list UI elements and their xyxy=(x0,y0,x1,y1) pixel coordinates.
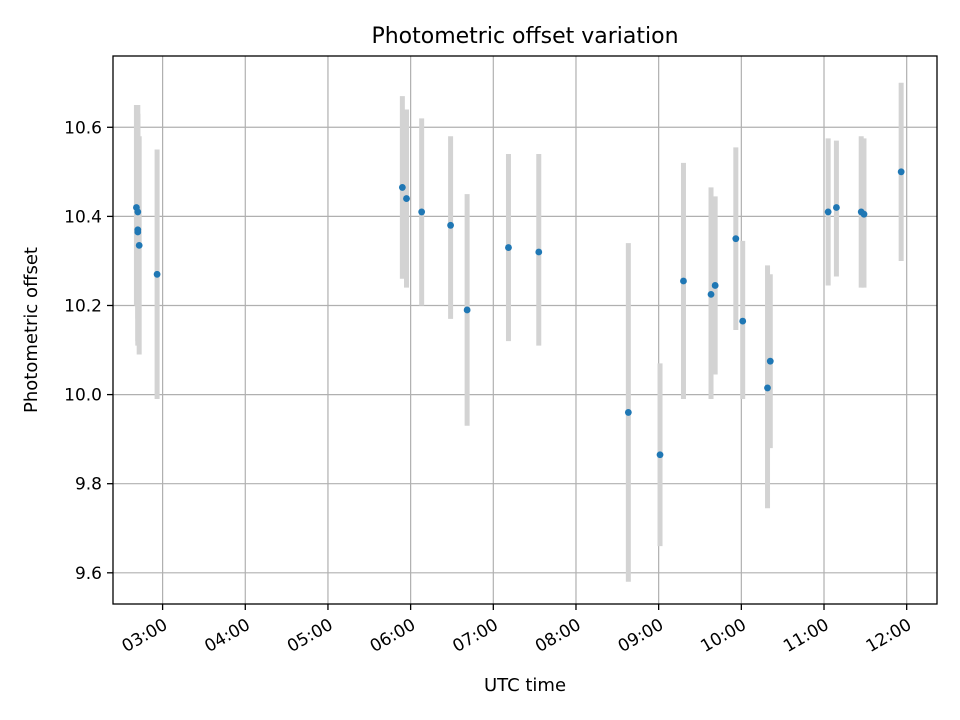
data-point xyxy=(463,306,471,314)
data-point xyxy=(398,184,406,191)
y-tick-label: 9.6 xyxy=(75,564,102,584)
chart-title: Photometric offset variation xyxy=(371,24,678,49)
data-point xyxy=(707,290,715,298)
x-tick-label: 09:00 xyxy=(615,615,667,657)
data-point xyxy=(764,384,771,392)
y-tick-label: 10.6 xyxy=(64,118,102,138)
data-point xyxy=(711,282,719,289)
grid-layer xyxy=(113,56,937,604)
x-tick-label: 03:00 xyxy=(119,615,171,657)
y-tick-label: 10.2 xyxy=(64,296,102,316)
data-point xyxy=(680,277,687,285)
data-point xyxy=(403,195,410,202)
data-point xyxy=(134,208,142,216)
data-point xyxy=(897,168,905,176)
x-axis-label: UTC time xyxy=(484,675,566,696)
data-point xyxy=(732,235,740,243)
data-point xyxy=(134,228,142,236)
x-tick-label: 04:00 xyxy=(201,615,253,657)
axis-tick-layer: 03:00 04:00 05:00 06:00 07:00 08:00 09:00 10:00… xyxy=(64,118,915,657)
data-point xyxy=(418,208,426,216)
y-tick-label: 10.4 xyxy=(64,207,102,227)
data-point-layer xyxy=(133,168,905,459)
data-point xyxy=(624,409,632,416)
x-tick-label: 10:00 xyxy=(697,615,749,657)
data-point xyxy=(153,270,161,278)
error-bar-layer xyxy=(133,82,904,582)
y-tick-label: 10.0 xyxy=(64,386,102,406)
x-tick-label: 12:00 xyxy=(863,615,915,657)
data-point xyxy=(824,208,832,216)
data-point xyxy=(766,357,774,365)
y-axis-label: Photometric offset xyxy=(21,247,42,413)
data-point xyxy=(447,221,454,229)
data-point xyxy=(535,248,543,256)
x-tick-label: 08:00 xyxy=(532,615,584,657)
x-tick-label: 11:00 xyxy=(780,615,832,657)
data-point xyxy=(739,317,747,325)
plot-area-frame xyxy=(112,55,938,605)
y-tick-label: 9.8 xyxy=(75,475,102,495)
data-point xyxy=(860,210,868,218)
data-point xyxy=(833,204,840,211)
data-point xyxy=(505,244,512,251)
x-tick-label: 05:00 xyxy=(284,615,336,657)
x-tick-label: 06:00 xyxy=(367,615,419,657)
data-point xyxy=(656,451,664,459)
data-point xyxy=(135,241,143,249)
x-tick-label: 07:00 xyxy=(449,615,501,657)
